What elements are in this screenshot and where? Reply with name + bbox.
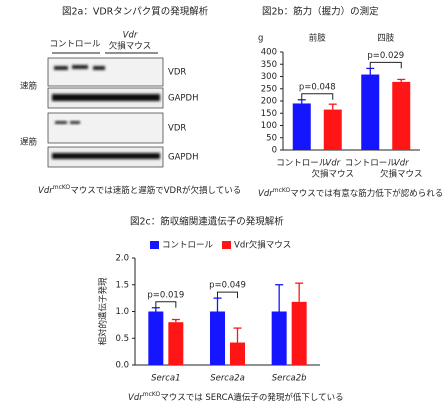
tissue-label: 遅筋	[20, 137, 37, 148]
bar-label: 欠損マウス	[311, 169, 354, 180]
chart-title: 図2b：筋力（握力）の測定	[262, 6, 379, 18]
band-label: GAPDH	[168, 94, 198, 104]
bar	[291, 301, 307, 365]
y-tick-label: 2.0	[115, 254, 129, 264]
y-axis-label: g	[258, 34, 263, 44]
bar	[292, 103, 311, 150]
error-bar	[275, 284, 284, 312]
band-label: VDR	[168, 68, 186, 78]
y-tick-label: 1.0	[115, 307, 129, 317]
blot-title: 図2a：VDRタンパク質の発現解析	[62, 6, 209, 18]
significance-bracket	[369, 61, 402, 69]
significance-bracket	[217, 291, 238, 299]
group-label: Vdr	[123, 31, 138, 41]
x-tick-label: Serca2a	[210, 374, 245, 384]
legend-label: コントロール	[162, 241, 214, 251]
annotation: p=0.029	[367, 51, 404, 61]
bar-label: 欠損マウス	[380, 169, 423, 180]
blot-panel	[47, 57, 164, 168]
y-tick-label: 250	[261, 84, 277, 94]
annotation: p=0.049	[209, 281, 246, 291]
y-tick-label: 50	[266, 133, 277, 143]
bar	[323, 109, 342, 150]
legend-swatch	[222, 241, 231, 249]
tissue-label: 速筋	[20, 81, 37, 92]
error-bar	[233, 327, 242, 343]
caption: VdrmcKOマウスでは速筋と遅筋でVDRが欠損している	[38, 184, 241, 196]
bar-label: Vdr	[394, 159, 409, 169]
significance-bracket	[301, 93, 334, 100]
y-tick-label: 0.5	[115, 334, 129, 344]
error-bar	[366, 67, 375, 75]
y-tick-label: 200	[261, 97, 277, 107]
chart-title: 図2c：筋収縮関連遺伝子の発現解析	[130, 216, 284, 228]
y-tick-label: 1.5	[115, 280, 129, 290]
y-tick-label: 0	[272, 146, 277, 156]
bar	[230, 342, 245, 365]
bar	[392, 81, 411, 150]
caption: VdrmcKOマウスでは有意な筋力低下が認められる	[258, 187, 443, 199]
error-bar	[151, 307, 160, 312]
group-label: 前肢	[309, 33, 327, 44]
y-tick-label: 300	[261, 72, 277, 82]
legend-swatch	[150, 241, 159, 249]
bar	[210, 311, 225, 365]
bar	[168, 322, 184, 365]
bar	[148, 311, 164, 365]
bar-label: Vdr	[325, 159, 340, 169]
y-tick-label: 400	[261, 48, 277, 58]
y-tick-label: 350	[261, 60, 277, 70]
y-axis-label: 相対的遺伝子発現	[98, 277, 109, 346]
error-bar	[213, 297, 222, 312]
error-bar	[295, 282, 304, 302]
y-tick-label: 100	[261, 121, 277, 131]
y-tick-label: 0.0	[115, 361, 129, 371]
x-tick-label: Serca1	[151, 374, 180, 384]
error-bar	[297, 99, 306, 104]
bar	[271, 311, 287, 365]
group-label: コントロール	[49, 40, 101, 50]
x-tick-label: Serca2b	[272, 374, 307, 384]
error-bar	[171, 318, 180, 323]
annotation: p=0.048	[299, 82, 336, 92]
group-label: 欠損マウス	[109, 41, 152, 52]
caption: VdrmcKOマウスでは SERCA遺伝子の発現が低下している	[128, 391, 344, 403]
significance-bracket	[155, 301, 177, 308]
bar	[361, 74, 380, 150]
band-label: GAPDH	[168, 153, 198, 163]
y-tick-label: 150	[261, 109, 277, 119]
group-label: 四肢	[377, 33, 395, 44]
error-bar	[328, 103, 337, 110]
annotation: p=0.019	[147, 290, 184, 300]
error-bar	[397, 78, 406, 82]
legend-label: Vdr欠損マウス	[234, 240, 291, 251]
band-label: VDR	[168, 124, 186, 134]
bar-label: コントロール	[276, 159, 328, 169]
bar-label: コントロール	[345, 159, 397, 169]
